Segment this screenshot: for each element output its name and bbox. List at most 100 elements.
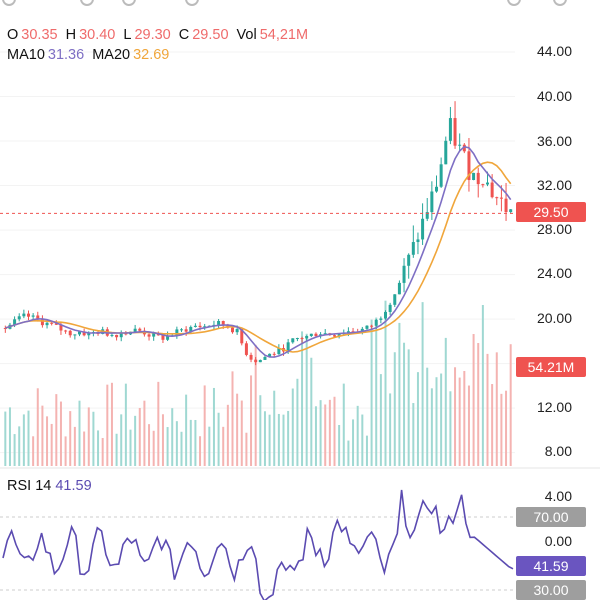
candle-body [87,332,91,336]
volume-bar [491,384,494,466]
candle-body [430,191,434,213]
volume-bar [352,419,355,466]
top-toolbar [0,0,600,22]
candle-body [217,320,221,325]
volume-bar [365,435,368,466]
volume-bar [157,381,160,466]
candle-body [244,343,248,355]
volume-bar [231,371,234,466]
volume-bar [110,382,113,466]
volume-bar [463,370,466,466]
candle-body [73,334,77,336]
volume-bar [50,423,53,466]
volume-bar [97,430,100,466]
candle-body [147,334,151,337]
volume-bar [384,300,387,466]
candle-body [27,313,30,317]
volume-bar [324,404,327,466]
volume-bar [124,383,127,466]
rsi-lower-tag: 30.00 [516,580,586,600]
volume-bar [13,434,16,466]
volume-bar [342,383,345,466]
candle-body [495,197,499,199]
candle-body [453,118,457,146]
volume-bar [268,414,271,466]
ma10-value: 31.36 [47,47,85,63]
rsi-tick-0: 0.00 [544,533,572,549]
candle-body [481,184,485,186]
candle-body [370,325,374,327]
volume-bar [161,414,164,466]
volume-bar [175,421,178,466]
close-label: C [178,27,190,43]
volume-bar [296,378,299,466]
volume-bar [333,396,336,466]
candle-body [499,197,503,199]
price-tick-28: 28.00 [536,221,572,237]
ma-legend: MA10 31.36 MA20 32.69 [7,46,177,64]
candle-body [472,172,476,181]
volume-bar [458,377,461,466]
volume-bar [435,377,438,466]
volume-bar [282,414,285,466]
candle-body [444,140,448,165]
volume-bar [375,317,378,466]
last-price-tag: 29.50 [516,202,586,222]
candle-body [337,333,341,337]
rsi-label: RSI 14 [7,478,52,494]
volume-bar [185,394,188,466]
candle-body [439,164,443,187]
ma10-line [5,145,512,358]
ma20-line [5,161,512,353]
volume-bar [171,408,174,466]
candle-body [397,282,401,295]
volume-bar [338,424,341,466]
candle-body [425,212,429,219]
candle-body [351,331,355,333]
volume-bar [263,411,266,466]
candle-body [365,325,369,329]
volume-bar [430,388,433,466]
volume-bar [421,302,424,466]
ma20-value: 32.69 [133,47,170,63]
volume-bar [319,400,322,466]
candle-body [263,356,267,360]
volume-bar [143,400,146,466]
candle-body [486,182,489,185]
volume-bar [398,322,401,466]
candle-body [388,304,392,312]
volume-bar [305,333,308,466]
candle-body [333,335,336,337]
volume-bar [505,390,508,466]
volume-bar [393,352,396,466]
candle-body [393,294,397,305]
candle-body [421,218,425,240]
candle-body [291,338,295,343]
candle-body [384,311,387,319]
volume-bar [106,384,109,466]
volume-bar [87,407,90,466]
volume-bar [472,334,475,466]
volume-bar [101,437,104,466]
candle-body [448,118,452,141]
volume-bar [27,410,30,466]
candle-body [78,331,81,335]
volume-bar [69,411,72,466]
volume-bar [361,414,364,466]
price-tick-8: 8.00 [544,443,572,459]
price-tick-24: 24.00 [536,265,572,281]
candle-body [411,242,415,255]
volume-bar [134,415,137,466]
candle-body [110,334,114,336]
candle-body [504,198,508,213]
volume-bar [254,344,257,466]
volume-bar [291,388,294,466]
candle-body [272,353,276,355]
volume-bar [301,331,304,466]
volume-bar [389,393,392,466]
price-tick-32: 32.00 [536,177,572,193]
price-tick-40: 40.00 [536,88,572,104]
volume-bar [273,390,276,466]
volume-bar [226,404,229,466]
